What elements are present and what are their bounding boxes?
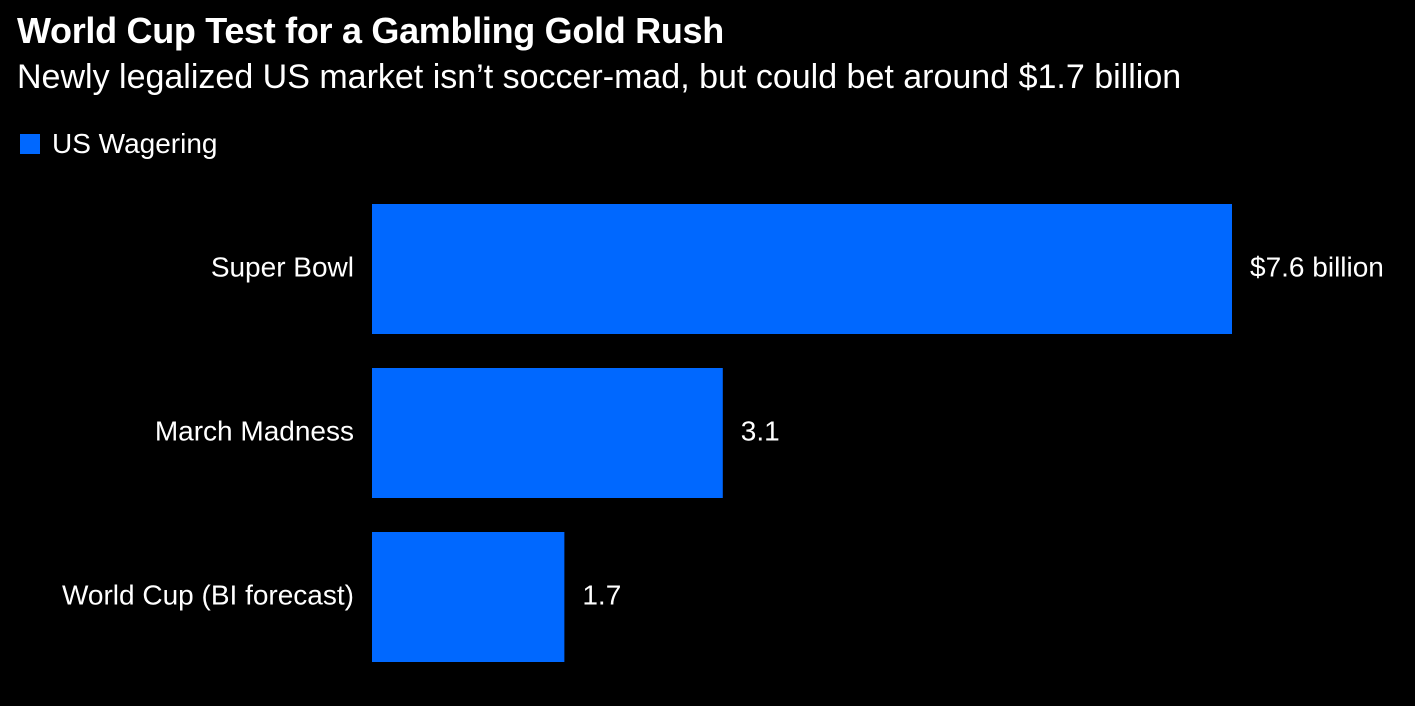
- legend-swatch: [20, 134, 40, 154]
- bar-0: [372, 204, 1232, 334]
- chart-title: World Cup Test for a Gambling Gold Rush: [17, 10, 724, 51]
- value-label-0: $7.6 billion: [1250, 251, 1384, 282]
- value-label-2: 1.7: [582, 579, 621, 610]
- category-label-1: March Madness: [155, 415, 354, 446]
- legend-label: US Wagering: [52, 128, 218, 159]
- bar-2: [372, 532, 565, 662]
- value-label-1: 3.1: [741, 415, 780, 446]
- category-label-0: Super Bowl: [211, 251, 354, 282]
- category-label-2: World Cup (BI forecast): [62, 579, 354, 610]
- bar-1: [372, 368, 723, 498]
- legend: US Wagering: [20, 127, 217, 161]
- chart-subtitle: Newly legalized US market isn’t soccer-m…: [17, 58, 1182, 96]
